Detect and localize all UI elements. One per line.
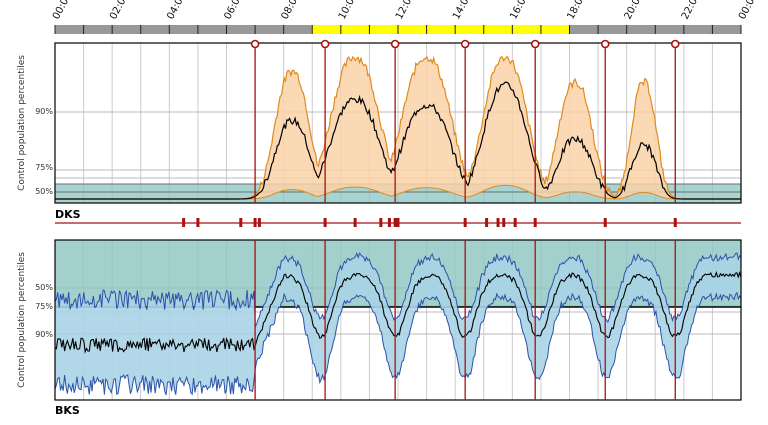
event-marker [320, 39, 330, 49]
event-marker [670, 39, 680, 49]
event-strip-tick [463, 218, 467, 227]
event-strip-tick [673, 218, 677, 227]
dks-y-tick-label: 50% [35, 187, 53, 196]
event-strip-tick [396, 218, 400, 227]
time-axis-label: 16:00 [508, 0, 531, 21]
event-marker [390, 39, 400, 49]
event-marker [600, 39, 610, 49]
time-axis-label: 00:00 [737, 0, 760, 21]
time-axis-label: 02:00 [108, 0, 131, 21]
event-marker [460, 39, 470, 49]
dks-y-tick-label: 75% [35, 163, 53, 172]
dks-y-tick-label: 90% [35, 107, 53, 116]
time-axis-label: 10:00 [337, 0, 360, 21]
event-strip-tick [387, 218, 391, 227]
dks-median-line [55, 81, 741, 200]
bks-lower-line [54, 291, 742, 396]
dks-y-ticks: 90% 75% 50% [35, 107, 53, 196]
event-lines [250, 39, 680, 400]
time-axis [54, 25, 742, 34]
time-axis-label: 08:00 [280, 0, 303, 21]
bks-frame [54, 239, 742, 401]
time-axis-label: 00:00 [51, 0, 74, 21]
dks-label: DKS [55, 208, 81, 221]
bks-y-ticks: 50% 75% 90% [35, 283, 53, 339]
bks-median-line [54, 270, 742, 354]
time-axis-label: 18:00 [565, 0, 588, 21]
bks-series [54, 251, 742, 396]
bks-label: BKS [55, 404, 80, 417]
event-strip-tick [196, 218, 200, 227]
event-strip-tick [253, 218, 257, 227]
bks-y-tick-label: 75% [35, 302, 53, 311]
bks-y-axis-label: Control population percentiles [17, 252, 27, 388]
event-strip-tick [379, 218, 383, 227]
time-axis-label: 20:00 [623, 0, 646, 21]
event-strip-tick [323, 218, 327, 227]
time-axis-labels: 00:00 02:00 04:00 06:00 08:00 10:00 12:00 14:00… [51, 0, 760, 21]
event-marker [530, 39, 540, 49]
daytime-highlight [312, 25, 570, 34]
bks-y-tick-label: 50% [35, 283, 53, 292]
bks-panel: 50% 75% 90% BKS Control population percent… [17, 239, 742, 417]
event-strip-tick [393, 218, 397, 227]
event-strip-tick [502, 218, 506, 227]
dks-percentile-area [55, 57, 741, 199]
dks-panel: 90% 75% 50% DKS Control population percent… [17, 42, 742, 221]
bks-y-tick-label: 90% [35, 330, 53, 339]
bks-percentile-area [55, 253, 741, 395]
event-strip-tick [496, 218, 500, 227]
time-axis-label: 06:00 [222, 0, 245, 21]
dks-y-axis-label: Control population percentiles [17, 55, 27, 191]
event-strip-tick [353, 218, 357, 227]
time-axis-label: 22:00 [680, 0, 703, 21]
event-strip-tick [603, 218, 607, 227]
event-strip [55, 218, 741, 227]
event-strip-tick [257, 218, 261, 227]
event-strip-tick [533, 218, 537, 227]
dks-series [55, 55, 741, 200]
event-strip-tick [182, 218, 186, 227]
time-axis-label: 14:00 [451, 0, 474, 21]
event-strip-tick [485, 218, 489, 227]
bks-upper-line [54, 251, 742, 328]
event-marker [250, 39, 260, 49]
event-strip-tick [513, 218, 517, 227]
event-strip-tick [239, 218, 243, 227]
time-axis-label: 12:00 [394, 0, 417, 21]
time-axis-label: 04:00 [165, 0, 188, 21]
